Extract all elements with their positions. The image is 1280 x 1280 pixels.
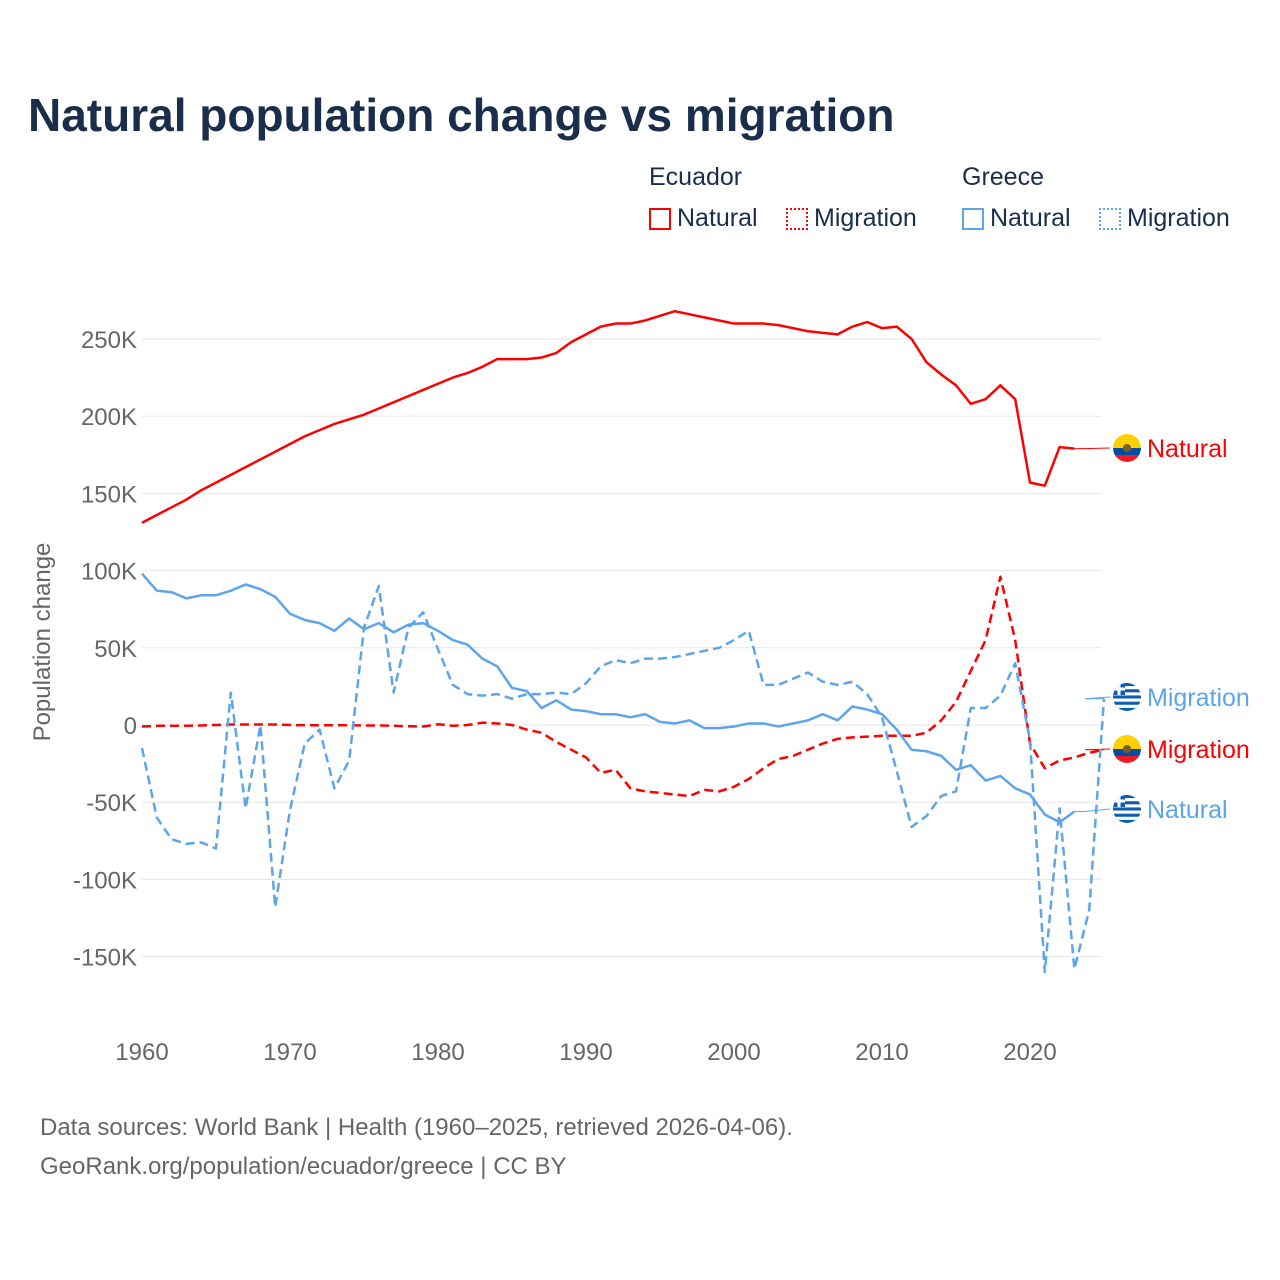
legend-swatch-dotted (786, 208, 808, 230)
legend-group-greece: Greece (962, 163, 1044, 191)
x-tick-label: 2010 (855, 1039, 908, 1066)
label-connector (1074, 447, 1111, 450)
ecuador-flag-icon (1113, 735, 1141, 763)
y-tick-label: 50K (94, 636, 137, 663)
legend-ecuador-natural[interactable]: Natural (649, 204, 758, 233)
series-line-greece-migration[interactable] (140, 584, 1106, 974)
x-tick-label: 1980 (411, 1039, 464, 1066)
series-line-ecuador-natural[interactable] (141, 309, 1075, 524)
x-tick-label: 2020 (1003, 1039, 1056, 1066)
x-tick-label: 1990 (559, 1039, 612, 1066)
legend-label: Natural (990, 204, 1071, 232)
legend-swatch-solid (962, 208, 984, 230)
legend-greece-natural[interactable]: Natural (962, 204, 1071, 233)
legend-ecuador-migration[interactable]: Migration (786, 204, 917, 233)
y-tick-label: 0 (124, 713, 137, 740)
y-axis-label: Population change (29, 543, 56, 742)
source-line: Data sources: World Bank | Health (1960–… (40, 1114, 793, 1141)
legend-label: Natural (677, 204, 758, 232)
x-tick-label: 1960 (115, 1039, 168, 1066)
series-line-ecuador-migration[interactable] (141, 575, 1105, 798)
y-tick-label: -50K (86, 790, 137, 817)
series-end-label: Natural (1147, 435, 1228, 463)
source-url[interactable]: GeoRank.org/population/ecuador/greece | … (40, 1153, 567, 1180)
legend-group-ecuador: Ecuador (649, 163, 743, 191)
series-end-label: Natural (1147, 796, 1228, 824)
y-tick-label: 250K (81, 327, 137, 354)
label-connector (1084, 696, 1111, 700)
greece-flag-icon (1113, 795, 1141, 823)
label-connector (1084, 748, 1111, 751)
legend-swatch-solid (649, 208, 671, 230)
series-end-label: Migration (1147, 684, 1250, 712)
chart-title: Natural population change vs migration (28, 89, 895, 141)
y-tick-label: 150K (81, 481, 137, 508)
legend-label: Migration (814, 204, 917, 232)
legend-swatch-dotted (1099, 208, 1121, 230)
series-end-label: Migration (1147, 736, 1250, 764)
legend-greece-migration[interactable]: Migration (1099, 204, 1230, 233)
y-tick-label: -100K (73, 867, 137, 894)
y-tick-label: 200K (81, 404, 137, 431)
series-line-greece-natural[interactable] (141, 572, 1076, 824)
greece-flag-icon (1113, 683, 1141, 711)
y-tick-label: -150K (73, 945, 137, 972)
x-tick-label: 2000 (707, 1039, 760, 1066)
x-tick-label: 1970 (263, 1039, 316, 1066)
y-tick-label: 100K (81, 559, 137, 586)
label-connector (1074, 808, 1111, 812)
legend-label: Migration (1127, 204, 1230, 232)
ecuador-flag-icon (1113, 434, 1141, 462)
source-note: Data sources: World Bank | Health (1960–… (40, 1108, 793, 1186)
